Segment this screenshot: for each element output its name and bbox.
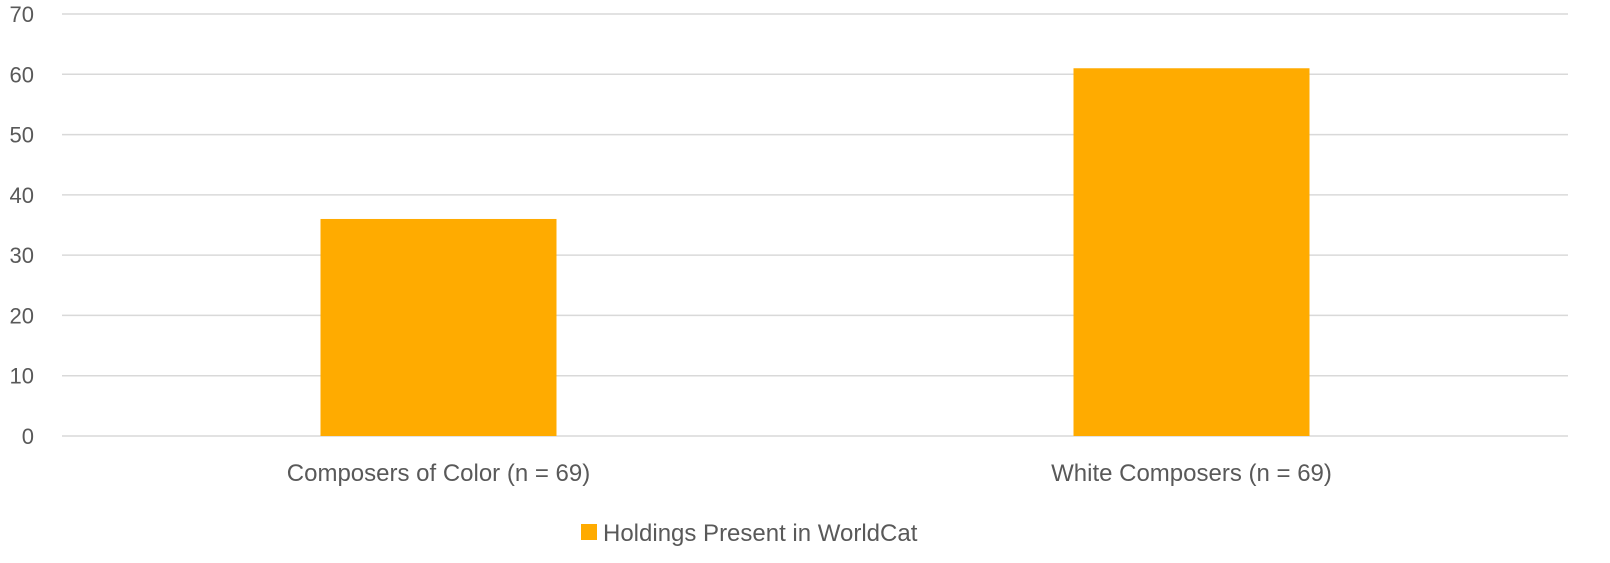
x-category-label: Composers of Color (n = 69) [287,460,590,487]
legend-swatch [581,524,597,540]
x-category-label: White Composers (n = 69) [1051,460,1332,487]
y-axis: 0 10 20 30 40 50 60 70 [10,2,34,449]
y-tick-label: 40 [10,183,34,208]
y-tick-label: 20 [10,303,34,328]
x-axis: Composers of Color (n = 69) White Compose… [287,460,1332,487]
y-tick-label: 60 [10,62,34,87]
gridlines [62,13,1568,437]
y-tick-label: 70 [10,2,34,27]
legend-label: Holdings Present in WorldCat [603,520,918,547]
y-tick-label: 50 [10,123,34,148]
y-tick-label: 0 [22,424,34,449]
bar [1073,68,1310,436]
y-tick-label: 10 [10,364,34,389]
y-tick-label: 30 [10,243,34,268]
bars [320,68,1310,436]
bar [320,218,557,436]
legend: Holdings Present in WorldCat [581,520,918,547]
